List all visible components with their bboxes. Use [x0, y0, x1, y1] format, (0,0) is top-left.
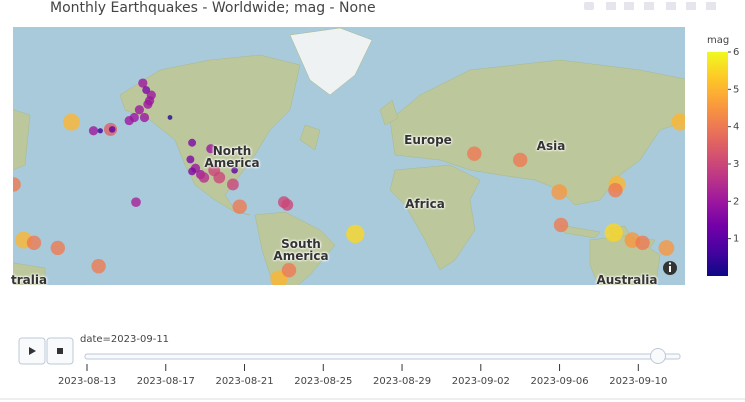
earthquake-marker	[91, 259, 106, 274]
earthquake-marker	[553, 217, 569, 233]
colorbar-title: mag	[707, 35, 729, 46]
earthquake-marker	[551, 184, 568, 200]
slider-tick-label: 2023-08-29	[373, 376, 431, 387]
earthquake-marker	[186, 155, 195, 164]
earthquake-marker	[213, 171, 226, 184]
map-label: Asia	[536, 139, 566, 153]
info-icon-glyph	[669, 266, 671, 272]
earthquake-marker	[129, 112, 139, 123]
earthquake-marker	[138, 78, 148, 88]
earthquake-marker	[146, 90, 156, 100]
map-label: Europe	[404, 133, 452, 147]
earthquake-marker	[167, 115, 173, 120]
earthquake-marker	[198, 172, 210, 183]
slider-tick-label: 2023-08-25	[294, 376, 352, 387]
colorbar	[707, 52, 728, 276]
earthquake-marker	[467, 146, 482, 161]
earthquake-marker	[131, 197, 141, 208]
earthquake-marker	[232, 199, 247, 214]
colorbar-tick-label: 2	[733, 196, 739, 207]
earthquake-marker	[108, 126, 116, 133]
earthquake-marker	[281, 198, 294, 211]
earthquake-marker	[62, 113, 80, 131]
slider-handle[interactable]	[650, 348, 666, 364]
land	[13, 27, 685, 285]
earthquake-marker	[281, 262, 297, 278]
earthquake-marker	[206, 144, 216, 154]
earthquake-marker	[188, 167, 197, 176]
colorbar-tick-label: 1	[733, 234, 739, 245]
slider-tick-label: 2023-09-06	[530, 376, 588, 387]
earthquake-marker	[513, 152, 528, 168]
earthquake-marker	[139, 112, 150, 123]
slider-tick-label: 2023-09-10	[609, 376, 667, 387]
colorbar-tick-label: 3	[733, 159, 739, 170]
earthquake-marker	[604, 223, 623, 242]
earthquake-marker	[50, 240, 65, 256]
slider-tick-label: 2023-08-21	[215, 376, 273, 387]
earthquake-marker	[88, 126, 99, 136]
map	[13, 27, 685, 285]
map-label: South America	[273, 237, 329, 263]
earthquake-marker	[635, 235, 650, 251]
modebar	[584, 2, 716, 10]
chart-title: Monthly Earthquakes - Worldwide; mag - N…	[50, 0, 376, 16]
slider-tick-label: 2023-09-02	[452, 376, 510, 387]
slider-current-label: date=2023-09-11	[80, 334, 169, 345]
earthquake-marker	[346, 224, 365, 244]
map-label: tralia	[10, 273, 48, 287]
colorbar-tick-label: 4	[733, 122, 739, 133]
slider-tick-label: 2023-08-17	[137, 376, 195, 387]
map-label: Africa	[405, 197, 445, 211]
stop-icon	[57, 348, 63, 354]
slider-tick-label: 2023-08-13	[58, 376, 116, 387]
map-label: Australia	[596, 273, 658, 287]
earthquake-marker	[143, 99, 153, 109]
earthquake-marker	[26, 235, 42, 251]
earthquake-marker	[97, 128, 103, 134]
earthquake-marker	[231, 167, 238, 174]
earthquake-marker	[658, 240, 675, 256]
earthquake-marker	[134, 105, 144, 115]
colorbar-tick-label: 5	[733, 84, 739, 95]
play-icon	[29, 347, 36, 355]
earthquake-marker	[227, 178, 239, 191]
earthquake-marker	[188, 138, 197, 147]
colorbar-tick-label: 6	[733, 47, 739, 58]
earthquake-marker	[671, 113, 685, 131]
earthquake-marker	[608, 183, 623, 198]
map-label: North America	[204, 144, 260, 170]
earthquake-marker	[13, 177, 21, 192]
slider-track[interactable]	[84, 353, 681, 360]
info-icon-glyph	[668, 262, 672, 265]
